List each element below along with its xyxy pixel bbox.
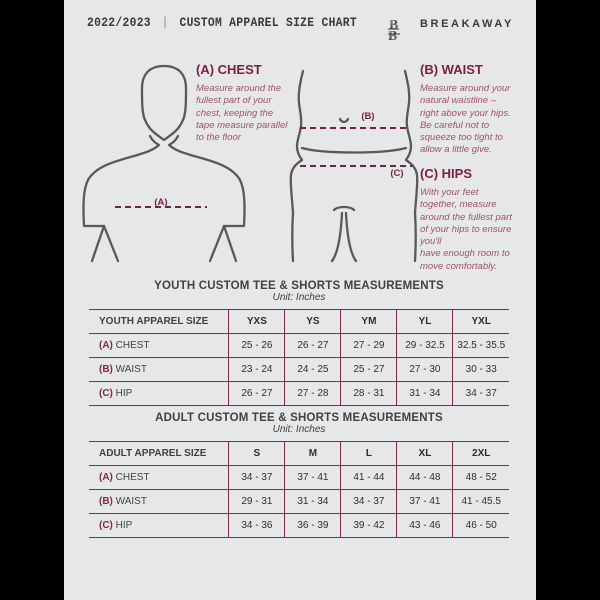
svg-text:(B): (B) bbox=[361, 111, 374, 122]
svg-text:B: B bbox=[388, 29, 397, 42]
svg-text:(C): (C) bbox=[390, 168, 403, 179]
svg-text:(A): (A) bbox=[154, 197, 167, 208]
